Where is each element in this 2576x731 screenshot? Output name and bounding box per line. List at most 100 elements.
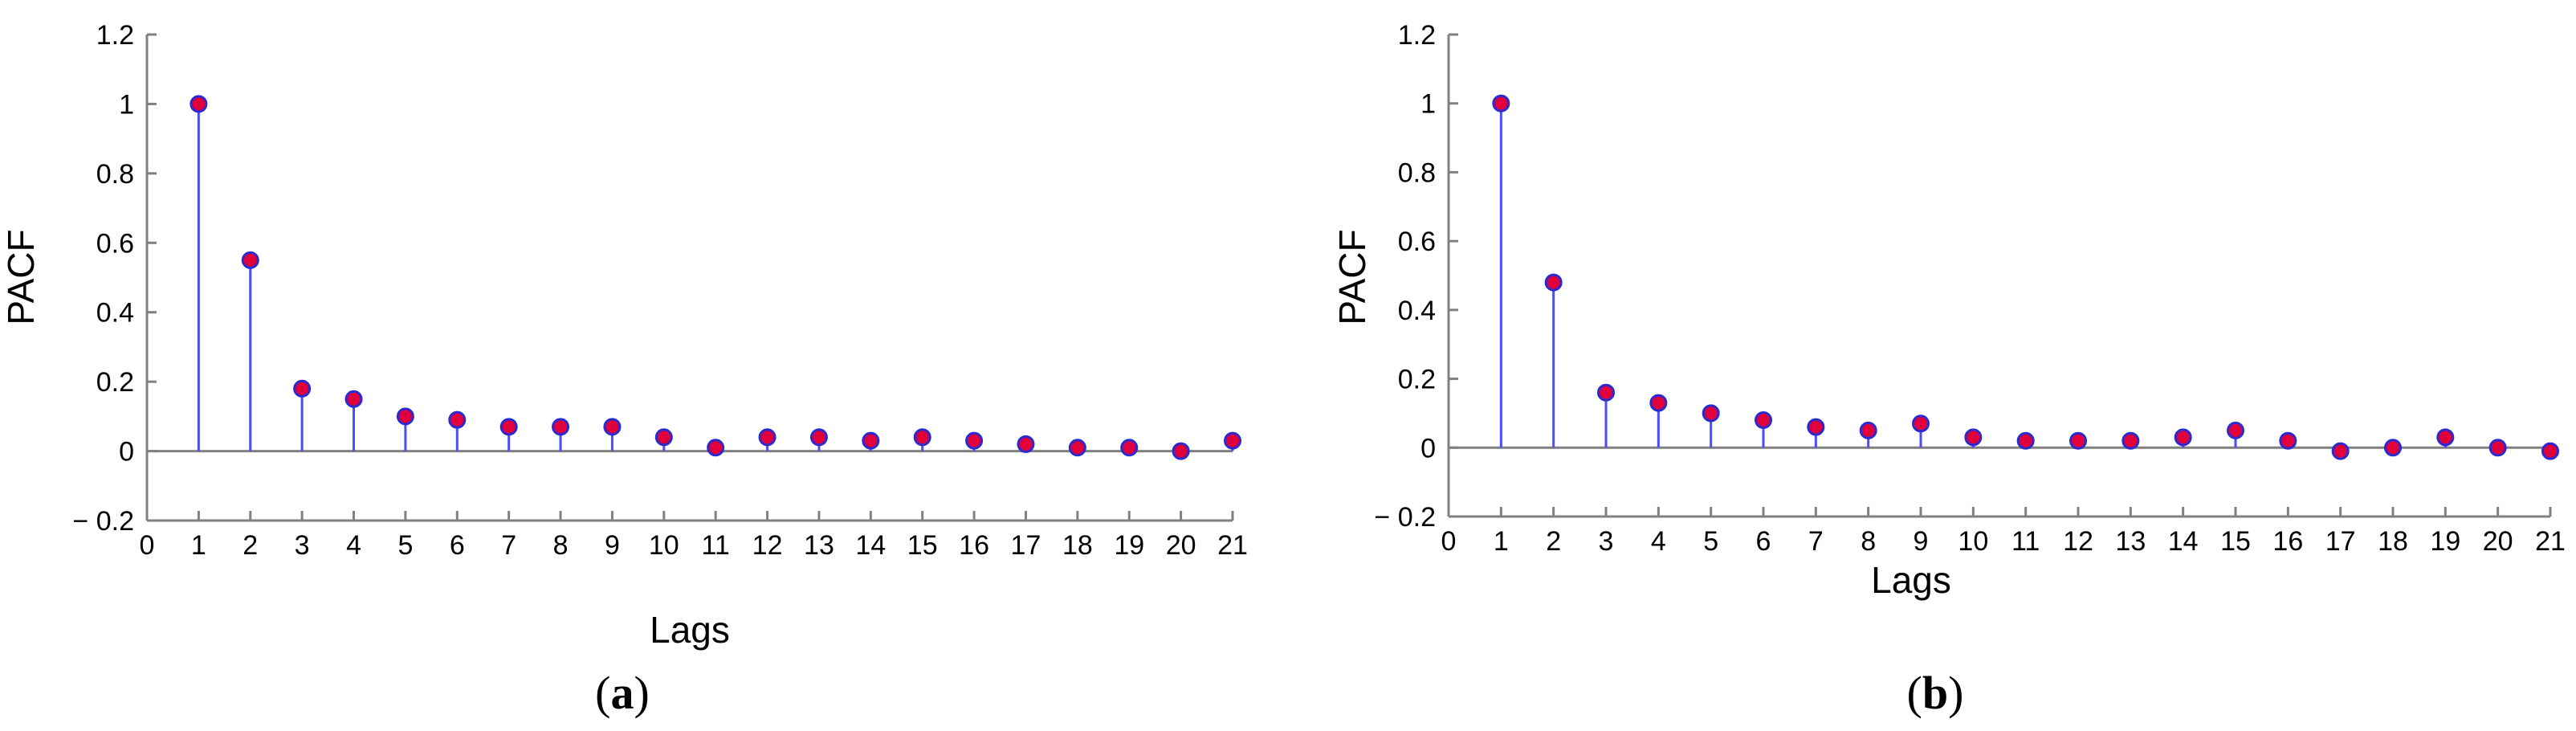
pacf-point — [2016, 431, 2035, 450]
pacf-point — [913, 428, 931, 447]
pacf-point — [1755, 411, 1772, 429]
pacf-point — [758, 428, 776, 447]
x-tick-label: 18 — [2378, 526, 2408, 557]
x-tick-label: 1 — [1494, 526, 1509, 557]
x-tick-label: 10 — [1958, 526, 1988, 557]
y-tick-label: 0.2 — [1398, 365, 1436, 395]
x-tick-label: 13 — [2115, 526, 2146, 557]
x-tick-label: 2 — [243, 530, 258, 561]
x-tick-label: 5 — [397, 530, 413, 561]
x-tick-label: 14 — [855, 530, 886, 561]
x-tick-label: 19 — [2430, 526, 2460, 557]
pacf-point — [1807, 418, 1825, 436]
pacf-point — [1120, 439, 1139, 457]
y-tick-label: 0.8 — [1398, 157, 1436, 188]
pacf-point — [2227, 421, 2244, 439]
y-tick-label: 0.8 — [96, 159, 134, 190]
pacf-point — [396, 407, 414, 426]
pacf-point — [2174, 428, 2192, 447]
x-tick-label: 6 — [1756, 526, 1771, 557]
pacf-point — [1649, 394, 1668, 412]
pacf-point — [1017, 435, 1035, 453]
pacf-point — [2488, 439, 2507, 457]
x-tick-label: 2 — [1546, 526, 1561, 557]
pacf-point — [2122, 431, 2140, 450]
y-tick-label: − 0.2 — [1374, 502, 1436, 533]
x-tick-label: 1 — [191, 530, 206, 561]
y-tick-label: 1.2 — [1398, 20, 1436, 51]
x-tick-label: 19 — [1114, 530, 1144, 561]
x-tick-label: 0 — [140, 530, 155, 561]
x-axis-label: Lags — [650, 609, 730, 651]
x-tick-label: 9 — [605, 530, 620, 561]
x-tick-label: 8 — [1861, 526, 1876, 557]
pacf-point — [293, 379, 312, 398]
pacf-point — [2384, 439, 2402, 457]
pacf-point — [1859, 421, 1877, 439]
panel-caption: (a) — [595, 667, 650, 719]
x-tick-label: 7 — [1808, 526, 1824, 557]
x-tick-label: 17 — [2325, 526, 2356, 557]
y-tick-label: − 0.2 — [72, 506, 134, 537]
x-tick-label: 12 — [752, 530, 783, 561]
x-tick-label: 15 — [907, 530, 938, 561]
pacf-point — [1544, 273, 1563, 292]
pacf-point — [862, 431, 880, 450]
y-tick-label: 1.2 — [96, 20, 134, 51]
x-tick-label: 11 — [2011, 526, 2040, 557]
y-tick-label: 0.4 — [96, 298, 134, 329]
x-tick-label: 7 — [501, 530, 516, 561]
pacf-point — [2436, 428, 2455, 447]
x-tick-label: 10 — [649, 530, 679, 561]
x-tick-label: 16 — [959, 530, 989, 561]
y-tick-label: 0.4 — [1398, 296, 1436, 326]
pacf-point — [1172, 442, 1190, 460]
x-tick-label: 3 — [1599, 526, 1614, 557]
x-tick-label: 13 — [804, 530, 834, 561]
pacf-point — [2069, 431, 2087, 450]
pacf-point — [707, 439, 725, 457]
pacf-point — [809, 428, 828, 447]
pacf-point — [448, 410, 467, 429]
y-axis-label: PACF — [0, 229, 42, 325]
y-tick-label: 0.2 — [96, 367, 134, 398]
x-tick-label: 6 — [450, 530, 465, 561]
pacf-point — [1702, 404, 1720, 423]
x-tick-label: 18 — [1062, 530, 1093, 561]
pacf-point — [499, 418, 518, 436]
pacf-point — [1068, 439, 1086, 457]
pacf-point — [344, 390, 363, 408]
y-axis-label: PACF — [1331, 229, 1373, 325]
y-tick-label: 1 — [119, 89, 134, 120]
pacf-point — [654, 428, 673, 447]
y-tick-label: 0.6 — [96, 228, 134, 259]
x-tick-label: 21 — [1217, 530, 1248, 561]
pacf-point — [965, 431, 984, 450]
x-axis-label: Lags — [1871, 559, 1951, 601]
x-tick-label: 3 — [295, 530, 310, 561]
pacf-panel-b: − 0.200.20.40.60.811.20 1 2 3 4 5 6 7 8 9 10 11 12 13… — [1331, 20, 2566, 719]
x-tick-label: 5 — [1703, 526, 1718, 557]
y-tick-label: 0 — [119, 437, 134, 468]
pacf-point — [552, 418, 570, 436]
x-tick-label: 20 — [1166, 530, 1196, 561]
y-tick-label: 0.6 — [1398, 227, 1436, 257]
pacf-point — [1224, 431, 1241, 450]
pacf-panel-a: − 0.200.20.40.60.811.20 1 2 3 4 5 6 7 8 9 10 11 12 13… — [0, 20, 1248, 719]
pacf-point — [1964, 428, 1983, 447]
pacf-point — [2541, 442, 2559, 460]
y-tick-label: 1 — [1420, 89, 1436, 120]
x-tick-label: 9 — [1914, 526, 1929, 557]
x-tick-label: 21 — [2535, 526, 2566, 557]
x-tick-label: 12 — [2063, 526, 2093, 557]
pacf-point — [1597, 383, 1615, 402]
pacf-point — [2279, 431, 2297, 450]
pacf-point — [603, 418, 622, 436]
x-tick-label: 0 — [1441, 526, 1457, 557]
pacf-point — [1492, 94, 1510, 112]
y-tick-label: 0 — [1420, 433, 1436, 464]
x-tick-label: 4 — [1651, 526, 1666, 557]
x-tick-label: 14 — [2168, 526, 2199, 557]
x-tick-label: 16 — [2272, 526, 2303, 557]
